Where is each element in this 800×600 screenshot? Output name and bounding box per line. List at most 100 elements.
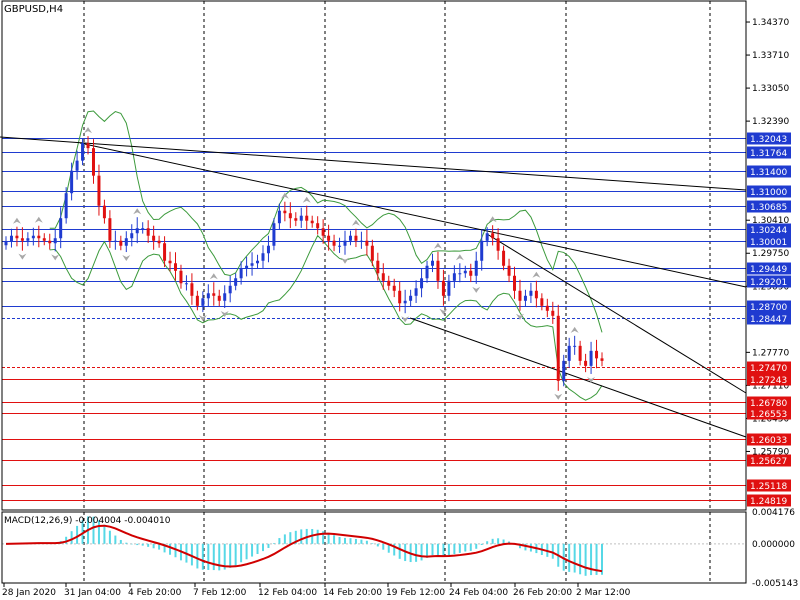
candle-body xyxy=(327,235,331,241)
candle-body xyxy=(332,240,336,246)
candle-body xyxy=(37,235,41,239)
price-level-label: 1.28447 xyxy=(750,315,787,325)
candle-body xyxy=(584,360,588,366)
candle-body xyxy=(376,260,380,274)
candle-body xyxy=(562,360,566,381)
price-level-label: 1.27243 xyxy=(750,376,787,386)
candle-body xyxy=(321,228,325,236)
candle-body xyxy=(299,215,303,221)
candle-body xyxy=(48,240,52,244)
price-level-badge xyxy=(747,361,791,374)
candle-body xyxy=(310,220,314,224)
candle-body xyxy=(228,285,232,294)
price-pane-frame xyxy=(1,0,747,511)
fractal-down-icon xyxy=(122,255,131,262)
candle-body xyxy=(234,278,238,286)
candle-body xyxy=(64,193,68,219)
macd-tick-label: 0.004176 xyxy=(752,508,795,518)
price-level-label: 1.31764 xyxy=(750,149,787,159)
candle-body xyxy=(496,238,500,251)
candle-body xyxy=(507,265,511,276)
fractal-down-icon xyxy=(472,286,481,293)
time-tick-label: 7 Feb 12:00 xyxy=(193,588,247,598)
price-tick-label: 1.33050 xyxy=(752,84,789,94)
candle-body xyxy=(223,293,227,301)
fractal-up-icon xyxy=(209,273,218,280)
candle-body xyxy=(15,235,19,239)
candle-body xyxy=(485,233,489,241)
price-level-label: 1.25627 xyxy=(750,457,787,467)
price-level-label: 1.29449 xyxy=(750,265,787,275)
candle-body xyxy=(294,218,298,221)
candle-body xyxy=(441,280,445,296)
candle-body xyxy=(26,238,30,241)
candle-body xyxy=(102,205,106,219)
candle-body xyxy=(409,295,413,301)
macd-pane-frame xyxy=(1,511,747,584)
price-level-label: 1.26033 xyxy=(750,436,787,446)
trendline xyxy=(409,317,747,438)
candle-body xyxy=(190,283,194,296)
candle-body xyxy=(513,275,517,291)
price-level-badge xyxy=(747,300,791,313)
price-tick-label: 1.34370 xyxy=(752,18,789,28)
candle-body xyxy=(551,310,555,316)
candle-body xyxy=(430,260,434,266)
chart-title: GBPUSD,H4 xyxy=(4,4,63,15)
candle-body xyxy=(135,228,139,234)
fractal-down-icon xyxy=(554,393,563,400)
candle-body xyxy=(108,218,112,241)
fractal-up-icon xyxy=(84,127,93,134)
fractal-down-icon xyxy=(587,376,596,383)
fractal-down-icon xyxy=(198,315,207,322)
fractal-down-icon xyxy=(220,311,229,318)
candle-body xyxy=(469,270,473,276)
candle-body xyxy=(283,210,287,214)
fractal-down-icon xyxy=(18,253,27,260)
price-level-badge xyxy=(747,223,791,236)
price-level-label: 1.31400 xyxy=(750,168,787,178)
macd-label: MACD(12,26,9) -0.004004 -0.004010 xyxy=(4,516,171,526)
candle-body xyxy=(414,288,418,296)
candle-body xyxy=(277,210,281,224)
price-level-badge xyxy=(747,200,791,213)
candle-body xyxy=(261,253,265,261)
price-level-label: 1.29201 xyxy=(750,278,787,288)
price-level-badge xyxy=(747,494,791,507)
candle-body xyxy=(212,293,216,296)
candle-body xyxy=(4,241,8,246)
candle-body xyxy=(398,290,402,304)
price-tick-label: 1.27110 xyxy=(752,381,789,391)
candle-body xyxy=(540,298,544,306)
candle-body xyxy=(245,265,249,269)
trendline xyxy=(0,136,747,191)
candle-body xyxy=(184,283,188,285)
candle-body xyxy=(316,223,320,229)
candle-body xyxy=(529,290,533,296)
macd-signal-line xyxy=(5,524,603,573)
fractal-down-icon xyxy=(341,257,350,264)
price-level-label: 1.26553 xyxy=(750,410,787,420)
candle-body xyxy=(119,240,123,246)
candle-body xyxy=(59,218,63,239)
price-level-badge xyxy=(747,132,791,145)
candle-body xyxy=(447,280,451,296)
candle-body xyxy=(31,235,35,239)
candle-body xyxy=(387,280,391,286)
fractal-up-icon xyxy=(570,326,579,333)
candle-body xyxy=(201,298,205,306)
fractal-up-icon xyxy=(302,196,311,203)
price-level-label: 1.28700 xyxy=(750,303,787,313)
candle-body xyxy=(420,278,424,289)
candle-body xyxy=(370,245,374,261)
candle-body xyxy=(573,345,577,347)
candle-body xyxy=(174,263,178,271)
candle-body xyxy=(474,260,478,276)
candle-body xyxy=(288,213,292,219)
candle-body xyxy=(589,350,593,366)
fractal-up-icon xyxy=(488,216,497,223)
candle-body xyxy=(70,170,74,194)
candle-body xyxy=(567,345,571,361)
price-tick-label: 1.32390 xyxy=(752,117,789,127)
